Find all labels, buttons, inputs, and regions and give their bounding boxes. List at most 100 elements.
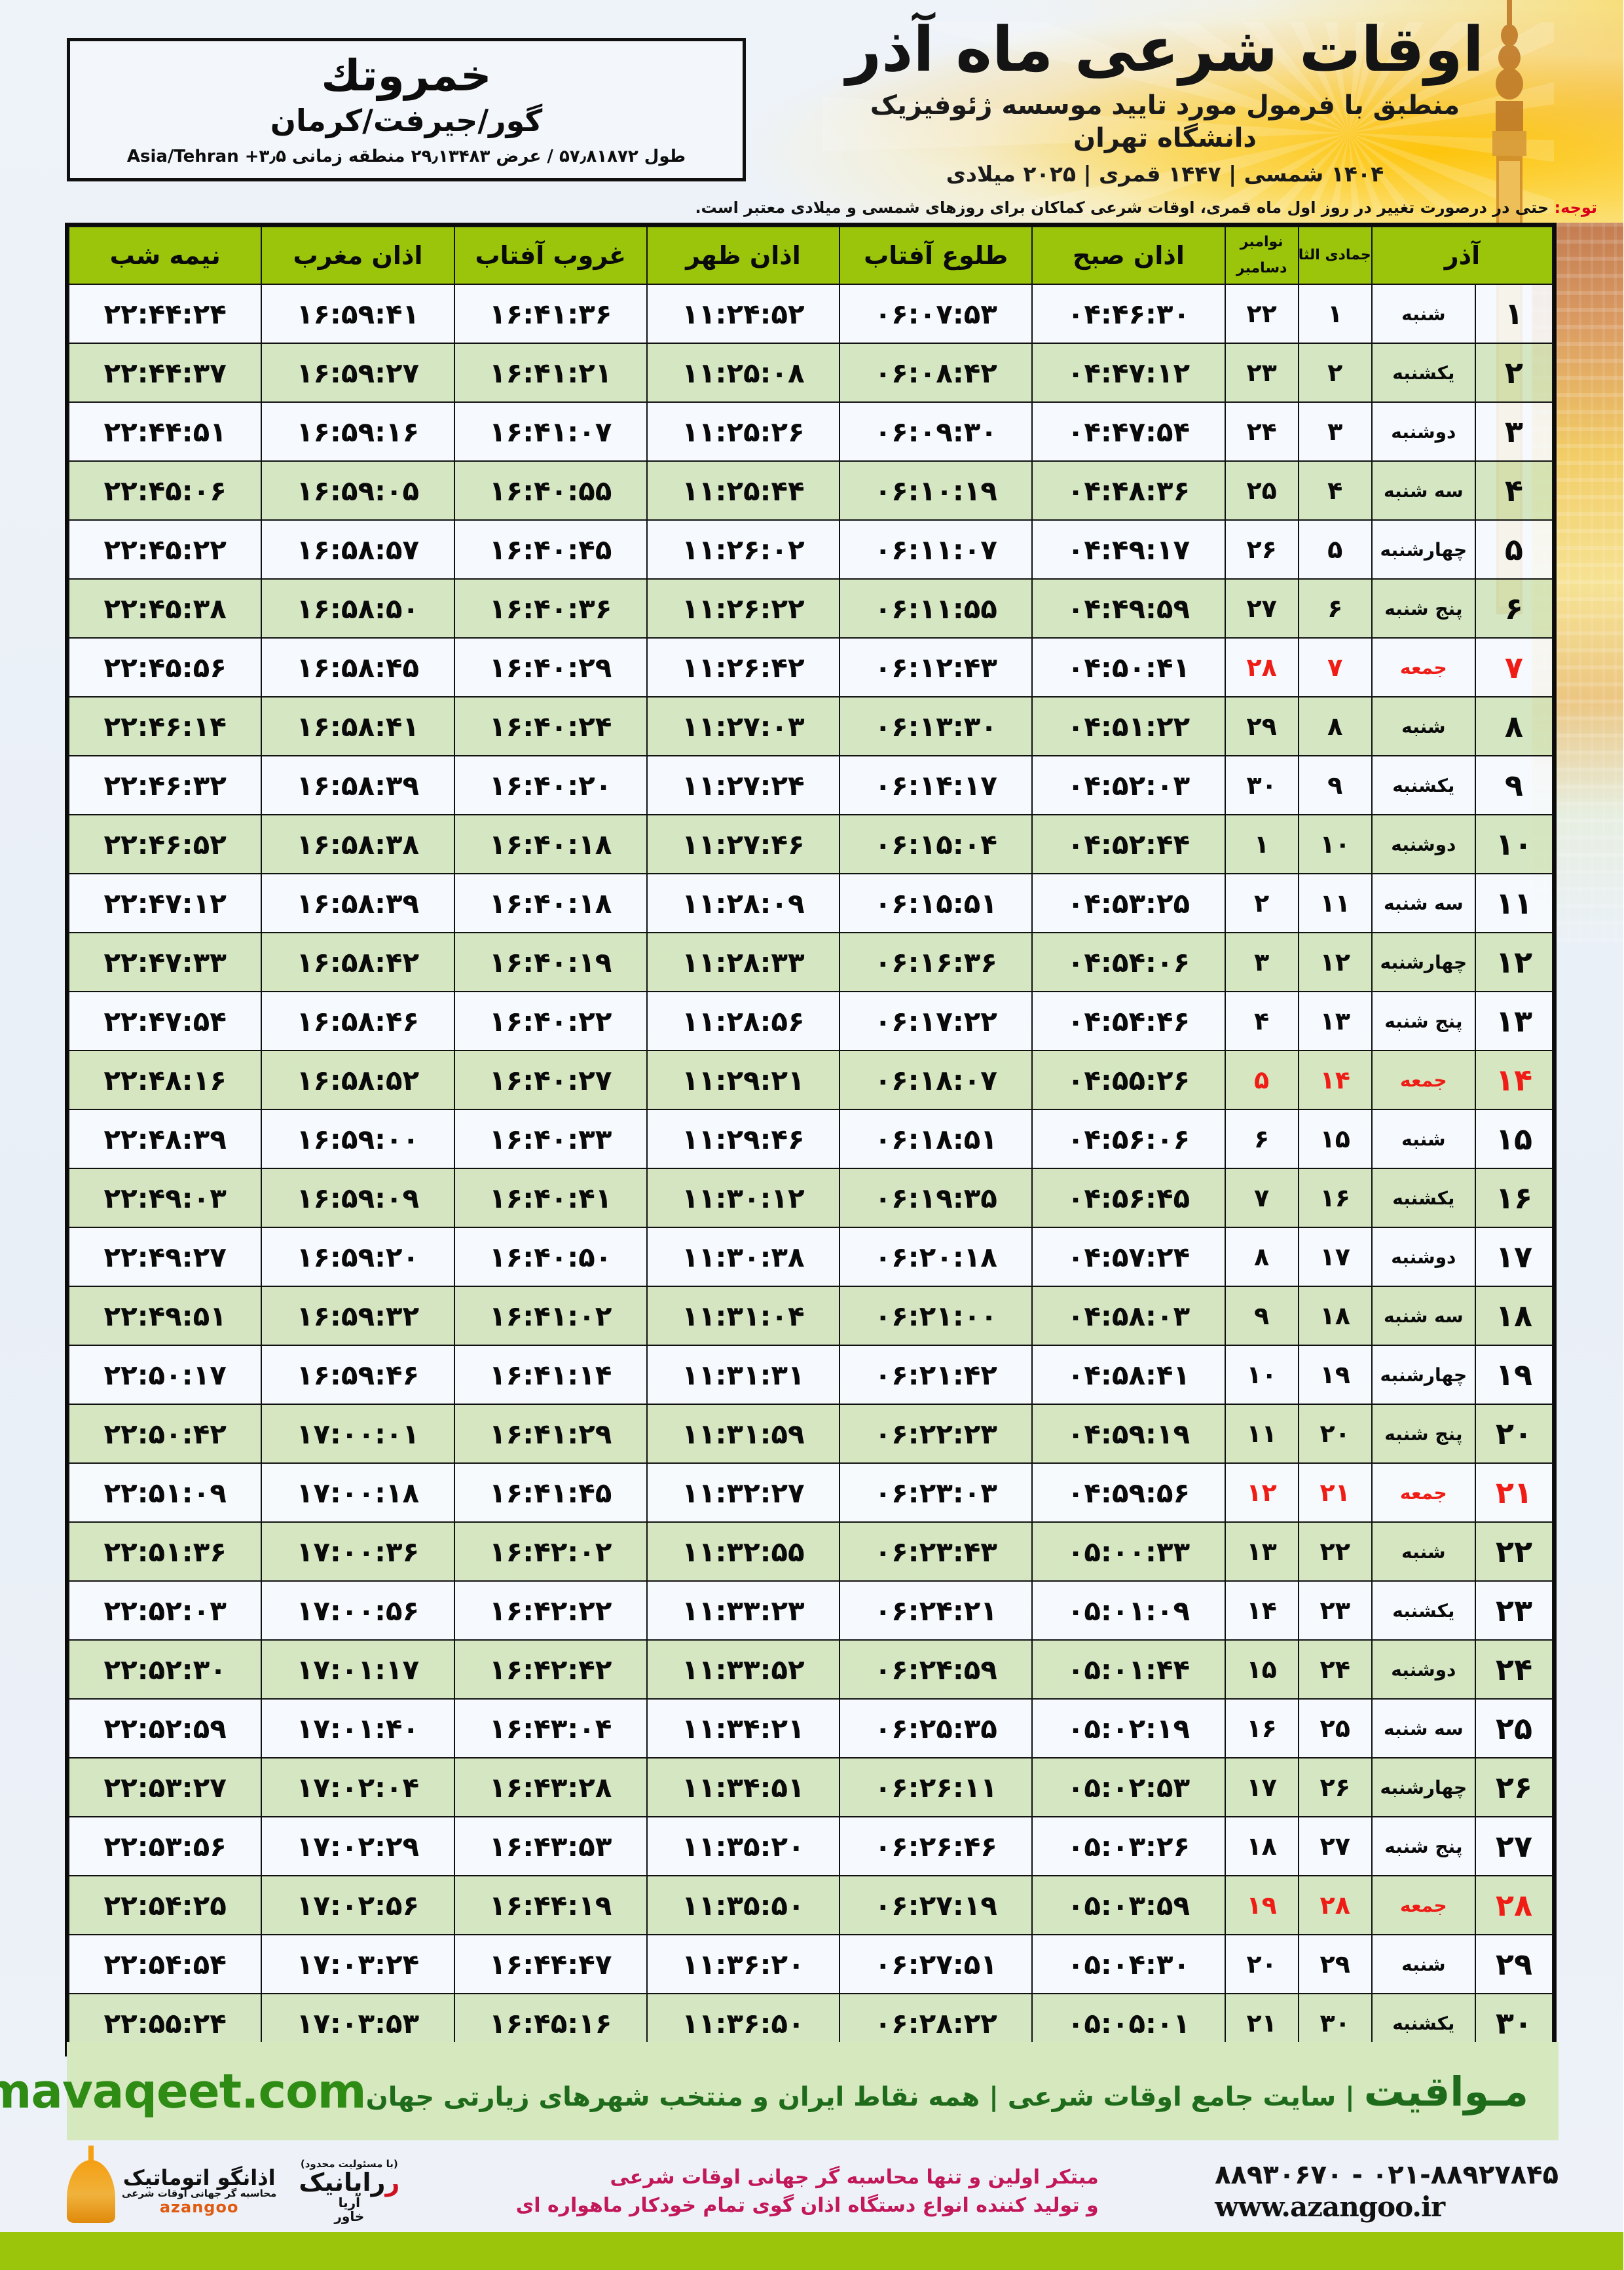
cell-fajr-time: ۰۴:۴۹:۱۷ <box>1032 519 1227 580</box>
table-row: ۱۷ دوشنبه ۱۷ ۸ ۰۴:۵۷:۲۴ ۰۶:۲۰:۱۸ ۱۱:۳۰:۳۸ ۱۶:۴۰… <box>68 1227 1555 1287</box>
cell-hijri-day: ۱۱ <box>1298 873 1373 933</box>
cell-day-name: جمعه <box>1371 637 1477 698</box>
cell-day-number: ۱۷ <box>1475 1227 1555 1287</box>
cell-midnight-time: ۲۲:۵۲:۳۰ <box>68 1639 263 1700</box>
cell-hijri-day: ۲۰ <box>1298 1404 1373 1464</box>
cell-midnight-time: ۲۲:۵۴:۲۵ <box>68 1875 263 1935</box>
cell-day-name: شنبه <box>1371 1521 1477 1582</box>
cell-day-number: ۱۳ <box>1475 991 1555 1051</box>
cell-day-number: ۱۱ <box>1475 873 1555 933</box>
cell-gregorian-day: ۹ <box>1225 1286 1300 1346</box>
cell-sunrise-time: ۰۶:۰۸:۴۲ <box>840 343 1034 403</box>
cell-hijri-day: ۱ <box>1298 284 1373 344</box>
cell-fajr-time: ۰۵:۰۲:۵۳ <box>1032 1757 1227 1817</box>
cell-maghrib-time: ۱۶:۵۸:۳۹ <box>261 873 456 933</box>
cell-fajr-time: ۰۴:۴۷:۵۴ <box>1032 401 1227 462</box>
cell-day-number: ۵ <box>1475 519 1555 580</box>
cell-dhuhr-time: ۱۱:۳۵:۲۰ <box>646 1816 841 1876</box>
prayer-times-table: آذر جمادی الثانی نوامبر دسامبر اذان صبح … <box>68 226 1555 2053</box>
cell-midnight-time: ۲۲:۵۱:۰۹ <box>68 1462 263 1523</box>
cell-day-name: پنج شنبه <box>1371 1816 1477 1876</box>
cell-gregorian-day: ۲۰ <box>1225 1934 1300 1994</box>
cell-midnight-time: ۲۲:۴۹:۲۷ <box>68 1227 263 1287</box>
cell-dhuhr-time: ۱۱:۳۱:۰۴ <box>646 1286 841 1346</box>
cell-day-name: چهارشنبه <box>1371 932 1477 992</box>
cell-fajr-time: ۰۴:۵۰:۴۱ <box>1032 637 1227 698</box>
contact-website[interactable]: www.azangoo.ir <box>1215 2190 1446 2223</box>
cell-sunset-time: ۱۶:۴۲:۰۲ <box>454 1521 648 1582</box>
cell-gregorian-day: ۲۵ <box>1225 460 1300 521</box>
cell-dhuhr-time: ۱۱:۳۰:۳۸ <box>646 1227 841 1287</box>
table-row: ۳ دوشنبه ۳ ۲۴ ۰۴:۴۷:۵۴ ۰۶:۰۹:۳۰ ۱۱:۲۵:۲۶ ۱۶:۴۱:… <box>68 401 1555 462</box>
cell-fajr-time: ۰۴:۵۱:۲۲ <box>1032 696 1227 756</box>
cell-sunset-time: ۱۶:۴۱:۲۹ <box>454 1404 648 1464</box>
cell-hijri-day: ۲۴ <box>1298 1639 1373 1700</box>
cell-maghrib-time: ۱۷:۰۰:۰۱ <box>261 1404 456 1464</box>
cell-day-number: ۶ <box>1475 578 1555 639</box>
cell-dhuhr-time: ۱۱:۲۶:۰۲ <box>646 519 841 580</box>
cell-day-name: چهارشنبه <box>1371 1757 1477 1817</box>
cell-dhuhr-time: ۱۱:۲۸:۰۹ <box>646 873 841 933</box>
cell-dhuhr-time: ۱۱:۲۵:۴۴ <box>646 460 841 521</box>
lunar-month-note: توجه: حتی در درصورت تغییر در روز اول ماه… <box>0 198 1598 217</box>
cell-gregorian-day: ۳ <box>1225 932 1300 992</box>
cell-dhuhr-time: ۱۱:۲۹:۲۱ <box>646 1050 841 1110</box>
cell-sunrise-time: ۰۶:۲۷:۱۹ <box>840 1875 1034 1935</box>
cell-sunrise-time: ۰۶:۱۸:۰۷ <box>840 1050 1034 1110</box>
cell-day-name: دوشنبه <box>1371 814 1477 874</box>
cell-sunrise-time: ۰۶:۱۴:۱۷ <box>840 755 1034 815</box>
table-row: ۵ چهارشنبه ۵ ۲۶ ۰۴:۴۹:۱۷ ۰۶:۱۱:۰۷ ۱۱:۲۶:۰۲ ۱۶:۴… <box>68 519 1555 580</box>
cell-fajr-time: ۰۴:۵۵:۲۶ <box>1032 1050 1227 1110</box>
cell-hijri-day: ۸ <box>1298 696 1373 756</box>
cell-sunset-time: ۱۶:۴۰:۳۶ <box>454 578 648 639</box>
cell-fajr-time: ۰۴:۵۹:۵۶ <box>1032 1462 1227 1523</box>
brand-website-link[interactable]: mavaqeet.com <box>0 2064 367 2119</box>
cell-hijri-day: ۱۹ <box>1298 1345 1373 1405</box>
cell-hijri-day: ۱۷ <box>1298 1227 1373 1287</box>
table-row: ۲۱ جمعه ۲۱ ۱۲ ۰۴:۵۹:۵۶ ۰۶:۲۳:۰۳ ۱۱:۳۲:۲۷ ۱۶:۴۱:… <box>68 1462 1555 1523</box>
cell-hijri-day: ۱۴ <box>1298 1050 1373 1110</box>
table-row: ۲۶ چهارشنبه ۲۶ ۱۷ ۰۵:۰۲:۵۳ ۰۶:۲۶:۱۱ ۱۱:۳۴:۵۱ ۱۶… <box>68 1757 1555 1817</box>
cell-midnight-time: ۲۲:۵۰:۴۲ <box>68 1404 263 1464</box>
cell-sunrise-time: ۰۶:۱۳:۳۰ <box>840 696 1034 756</box>
cell-sunset-time: ۱۶:۴۰:۲۴ <box>454 696 648 756</box>
cell-maghrib-time: ۱۷:۰۰:۳۶ <box>261 1521 456 1582</box>
cell-day-name: پنج شنبه <box>1371 1404 1477 1464</box>
cell-fajr-time: ۰۴:۵۸:۰۳ <box>1032 1286 1227 1346</box>
column-header-midnight: نیمه شب <box>68 226 263 285</box>
cell-day-number: ۴ <box>1475 460 1555 521</box>
company-slogan: مبتکر اولین و تنها محاسبه گر جهانی اوقات… <box>517 2163 1099 2220</box>
cell-sunset-time: ۱۶:۴۰:۵۵ <box>454 460 648 521</box>
cell-gregorian-day: ۲۹ <box>1225 696 1300 756</box>
table-body: ۱ شنبه ۱ ۲۲ ۰۴:۴۶:۳۰ ۰۶:۰۷:۵۳ ۱۱:۲۴:۵۲ ۱۶:۴۱:۳۶… <box>68 284 1555 2053</box>
note-text: حتی در درصورت تغییر در روز اول ماه قمری،… <box>695 198 1555 217</box>
cell-dhuhr-time: ۱۱:۳۲:۵۵ <box>646 1521 841 1582</box>
cell-sunrise-time: ۰۶:۲۳:۰۳ <box>840 1462 1034 1523</box>
cell-maghrib-time: ۱۷:۰۲:۵۶ <box>261 1875 456 1935</box>
table-row: ۲۸ جمعه ۲۸ ۱۹ ۰۵:۰۳:۵۹ ۰۶:۲۷:۱۹ ۱۱:۳۵:۵۰ ۱۶:۴۴:… <box>68 1875 1555 1935</box>
hijri-month-label: جمادی الثانی <box>1279 247 1372 264</box>
cell-day-name: پنج شنبه <box>1371 991 1477 1051</box>
column-header-maghrib: اذان مغرب <box>261 226 456 285</box>
cell-gregorian-day: ۱۳ <box>1225 1521 1300 1582</box>
table-header-row: آذر جمادی الثانی نوامبر دسامبر اذان صبح … <box>68 226 1555 285</box>
cell-gregorian-day: ۲۶ <box>1225 519 1300 580</box>
cell-hijri-day: ۲۲ <box>1298 1521 1373 1582</box>
table-row: ۲۹ شنبه ۲۹ ۲۰ ۰۵:۰۴:۳۰ ۰۶:۲۷:۵۱ ۱۱:۳۶:۲۰ ۱۶:۴۴:… <box>68 1934 1555 1994</box>
cell-maghrib-time: ۱۶:۵۹:۲۷ <box>261 343 456 403</box>
cell-sunset-time: ۱۶:۴۲:۴۲ <box>454 1639 648 1700</box>
cell-day-name: یکشنبه <box>1371 343 1477 403</box>
cell-midnight-time: ۲۲:۴۷:۱۲ <box>68 873 263 933</box>
cell-midnight-time: ۲۲:۴۴:۵۱ <box>68 401 263 462</box>
cell-day-name: جمعه <box>1371 1462 1477 1523</box>
footer-partners-row: ۰۲۱-۸۸۹۲۷۸۴۵ - ۸۸۹۳۰۶۷۰ www.azangoo.ir م… <box>67 2152 1559 2231</box>
table-row: ۱۵ شنبه ۱۵ ۶ ۰۴:۵۶:۰۶ ۰۶:۱۸:۵۱ ۱۱:۲۹:۴۶ ۱۶:۴۰:۳… <box>68 1109 1555 1169</box>
cell-sunrise-time: ۰۶:۲۱:۰۰ <box>840 1286 1034 1346</box>
brand-persian-block: مـواقيت | سایت جامع اوقات شرعی | همه نقا… <box>367 2068 1529 2115</box>
cell-gregorian-day: ۱۷ <box>1225 1757 1300 1817</box>
cell-gregorian-day: ۱۰ <box>1225 1345 1300 1405</box>
cell-midnight-time: ۲۲:۵۲:۵۹ <box>68 1698 263 1758</box>
azangoo-name-latin: azangoo <box>160 2198 240 2217</box>
cell-day-name: یکشنبه <box>1371 1168 1477 1228</box>
cell-fajr-time: ۰۴:۵۷:۲۴ <box>1032 1227 1227 1287</box>
